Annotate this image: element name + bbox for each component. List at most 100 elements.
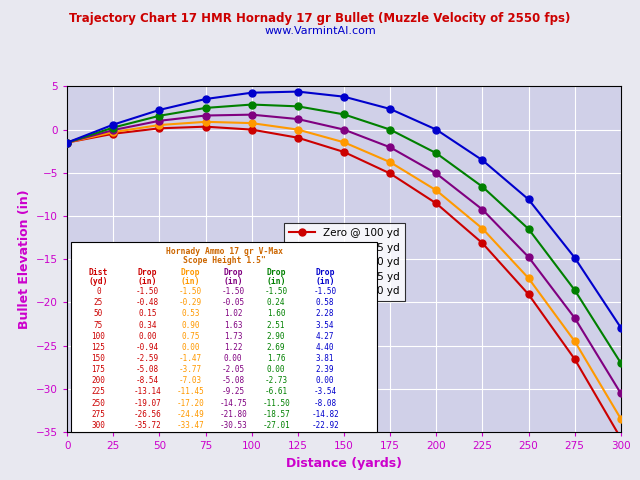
Text: 4.27: 4.27 <box>316 332 334 341</box>
Zero @ 125 yd <box>294 127 301 132</box>
Line: Zero @ 125 yd: Zero @ 125 yd <box>64 119 624 422</box>
Text: 0.00: 0.00 <box>267 365 285 374</box>
Text: Drop: Drop <box>180 267 200 276</box>
Text: 0.15: 0.15 <box>138 310 157 318</box>
Zero @ 100 yd <box>525 291 532 297</box>
Text: (in): (in) <box>266 277 286 286</box>
Text: -1.50: -1.50 <box>221 287 245 296</box>
Zero @ 150 yd <box>525 254 532 260</box>
Zero @ 175 yd <box>340 111 348 117</box>
Zero @ 200 yd <box>109 122 117 128</box>
Zero @ 175 yd <box>109 125 117 131</box>
Text: Drop: Drop <box>316 267 335 276</box>
Zero @ 100 yd <box>479 240 486 246</box>
Text: 1.76: 1.76 <box>267 354 285 363</box>
Text: 4.40: 4.40 <box>316 343 334 352</box>
Zero @ 150 yd <box>340 127 348 132</box>
Text: -5.08: -5.08 <box>136 365 159 374</box>
Zero @ 150 yd <box>156 118 163 124</box>
Text: -2.59: -2.59 <box>136 354 159 363</box>
Text: -2.73: -2.73 <box>264 376 288 385</box>
Text: -30.53: -30.53 <box>220 421 247 430</box>
Zero @ 125 yd <box>617 416 625 421</box>
Text: 1.60: 1.60 <box>267 310 285 318</box>
Text: -21.80: -21.80 <box>220 410 247 419</box>
Zero @ 175 yd <box>525 226 532 232</box>
Zero @ 175 yd <box>387 127 394 132</box>
Text: (in): (in) <box>138 277 157 286</box>
Text: 0.34: 0.34 <box>138 321 157 330</box>
Zero @ 150 yd <box>617 391 625 396</box>
Text: 50: 50 <box>94 310 103 318</box>
Zero @ 200 yd <box>202 96 209 102</box>
Text: www.VarmintAI.com: www.VarmintAI.com <box>264 26 376 36</box>
Zero @ 175 yd <box>617 360 625 366</box>
Zero @ 200 yd <box>525 196 532 202</box>
Text: -5.08: -5.08 <box>221 376 245 385</box>
Zero @ 175 yd <box>248 102 255 108</box>
Zero @ 150 yd <box>63 140 71 145</box>
Text: 300: 300 <box>92 421 106 430</box>
Zero @ 150 yd <box>202 113 209 119</box>
Text: 1.63: 1.63 <box>224 321 243 330</box>
Zero @ 175 yd <box>294 104 301 109</box>
Text: 0.24: 0.24 <box>267 298 285 307</box>
Text: -7.03: -7.03 <box>179 376 202 385</box>
Zero @ 125 yd <box>433 188 440 193</box>
Zero @ 150 yd <box>479 206 486 212</box>
Text: 100: 100 <box>92 332 106 341</box>
Zero @ 200 yd <box>63 140 71 145</box>
Text: -1.47: -1.47 <box>179 354 202 363</box>
Text: -35.72: -35.72 <box>134 421 161 430</box>
Line: Zero @ 100 yd: Zero @ 100 yd <box>64 123 624 442</box>
Zero @ 150 yd <box>248 112 255 118</box>
Text: (in): (in) <box>223 277 243 286</box>
Legend: Zero @ 100 yd, Zero @ 125 yd, Zero @ 150 yd, Zero @ 175 yd, Zero @ 200 yd: Zero @ 100 yd, Zero @ 125 yd, Zero @ 150… <box>284 223 405 301</box>
FancyBboxPatch shape <box>71 242 377 432</box>
Y-axis label: Bullet Elevation (in): Bullet Elevation (in) <box>18 190 31 329</box>
Zero @ 100 yd <box>202 124 209 130</box>
Zero @ 125 yd <box>387 159 394 165</box>
Text: 225: 225 <box>92 387 106 396</box>
Text: 2.69: 2.69 <box>267 343 285 352</box>
Zero @ 100 yd <box>63 140 71 145</box>
Zero @ 100 yd <box>294 135 301 141</box>
Text: -2.05: -2.05 <box>221 365 245 374</box>
Text: -8.08: -8.08 <box>314 398 337 408</box>
Zero @ 150 yd <box>433 170 440 176</box>
Text: -1.50: -1.50 <box>314 287 337 296</box>
Text: -9.25: -9.25 <box>221 387 245 396</box>
Text: 0: 0 <box>96 287 100 296</box>
Zero @ 100 yd <box>617 435 625 441</box>
Text: (yd): (yd) <box>89 277 108 286</box>
Text: -17.20: -17.20 <box>177 398 204 408</box>
Zero @ 175 yd <box>202 105 209 111</box>
Text: 200: 200 <box>92 376 106 385</box>
Zero @ 200 yd <box>387 106 394 112</box>
Text: -14.75: -14.75 <box>220 398 247 408</box>
Text: -14.82: -14.82 <box>311 410 339 419</box>
Zero @ 125 yd <box>109 129 117 135</box>
Text: 275: 275 <box>92 410 106 419</box>
Text: Hornady Ammo 17 gr V-Max: Hornady Ammo 17 gr V-Max <box>166 247 282 256</box>
Zero @ 150 yd <box>387 144 394 150</box>
Zero @ 100 yd <box>156 125 163 131</box>
Text: -24.49: -24.49 <box>177 410 204 419</box>
Text: -1.50: -1.50 <box>179 287 202 296</box>
Text: 250: 250 <box>92 398 106 408</box>
Text: Trajectory Chart 17 HMR Hornady 17 gr Bullet (Muzzle Velocity of 2550 fps): Trajectory Chart 17 HMR Hornady 17 gr Bu… <box>69 12 571 25</box>
Text: Drop: Drop <box>223 267 243 276</box>
Zero @ 200 yd <box>248 90 255 96</box>
Zero @ 175 yd <box>571 287 579 293</box>
Text: 3.54: 3.54 <box>316 321 334 330</box>
Text: 2.28: 2.28 <box>316 310 334 318</box>
Line: Zero @ 175 yd: Zero @ 175 yd <box>64 101 624 366</box>
Zero @ 125 yd <box>525 276 532 281</box>
Zero @ 100 yd <box>109 131 117 137</box>
Text: -11.50: -11.50 <box>262 398 290 408</box>
Text: (in): (in) <box>316 277 335 286</box>
Text: 125: 125 <box>92 343 106 352</box>
Zero @ 200 yd <box>433 127 440 132</box>
Text: 0.00: 0.00 <box>138 332 157 341</box>
Text: -0.29: -0.29 <box>179 298 202 307</box>
